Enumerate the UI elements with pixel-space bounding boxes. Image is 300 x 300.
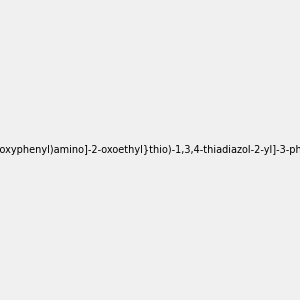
Text: N-[5-({2-[(2-methoxyphenyl)amino]-2-oxoethyl}thio)-1,3,4-thiadiazol-2-yl]-3-phen: N-[5-({2-[(2-methoxyphenyl)amino]-2-oxoe… <box>0 145 300 155</box>
